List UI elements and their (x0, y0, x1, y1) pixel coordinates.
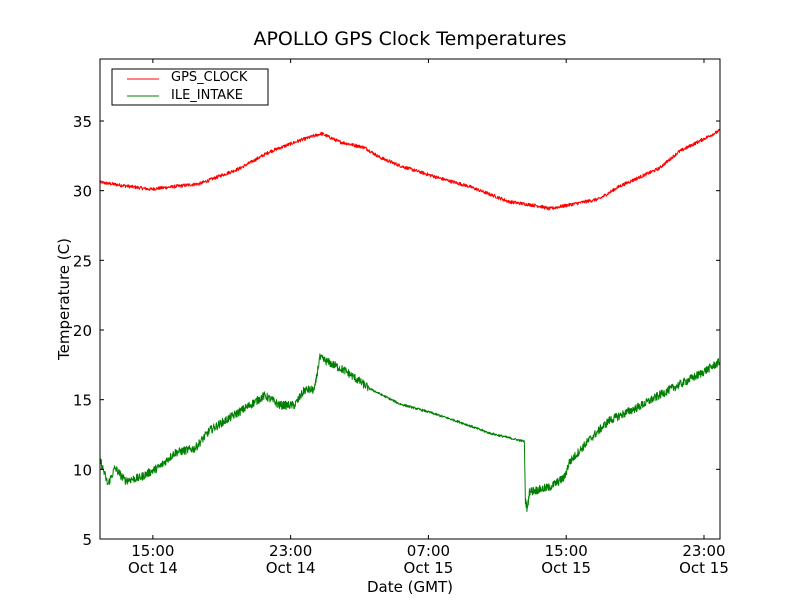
legend-label-ile-intake: ILE_INTAKE (171, 88, 243, 103)
y-axis-label: Temperature (C) (55, 238, 73, 361)
x-tick-label-date: Oct 14 (266, 559, 316, 577)
y-tick-label: 5 (82, 531, 92, 549)
x-tick-label-time: 15:00 (131, 542, 174, 560)
y-tick-label: 30 (73, 183, 92, 201)
chart-title: APOLLO GPS Clock Temperatures (253, 28, 566, 50)
x-tick-label-time: 23:00 (269, 542, 312, 560)
series-line-ile-intake (99, 353, 720, 512)
x-tick-label-date: Oct 15 (541, 559, 591, 577)
series-line-gps-clock (99, 128, 720, 211)
legend-label-gps-clock: GPS_CLOCK (171, 70, 248, 85)
legend: GPS_CLOCK ILE_INTAKE (111, 68, 269, 106)
y-tick-label: 35 (73, 113, 92, 131)
y-tick-label: 10 (73, 461, 92, 479)
x-tick-label-time: 15:00 (545, 542, 588, 560)
x-axis-label: Date (GMT) (367, 578, 453, 596)
y-tick-label: 25 (73, 252, 92, 270)
x-tick-label-date: Oct 15 (679, 559, 729, 577)
x-tick-label-time: 07:00 (407, 542, 450, 560)
x-tick-label-date: Oct 14 (128, 559, 178, 577)
x-tick-label-date: Oct 15 (404, 559, 454, 577)
plot-area (99, 128, 720, 512)
x-tick-label-time: 23:00 (682, 542, 725, 560)
axes-frame (99, 58, 721, 540)
legend-box (111, 68, 269, 106)
y-tick-label: 15 (73, 392, 92, 410)
y-tick-label: 20 (73, 322, 92, 340)
